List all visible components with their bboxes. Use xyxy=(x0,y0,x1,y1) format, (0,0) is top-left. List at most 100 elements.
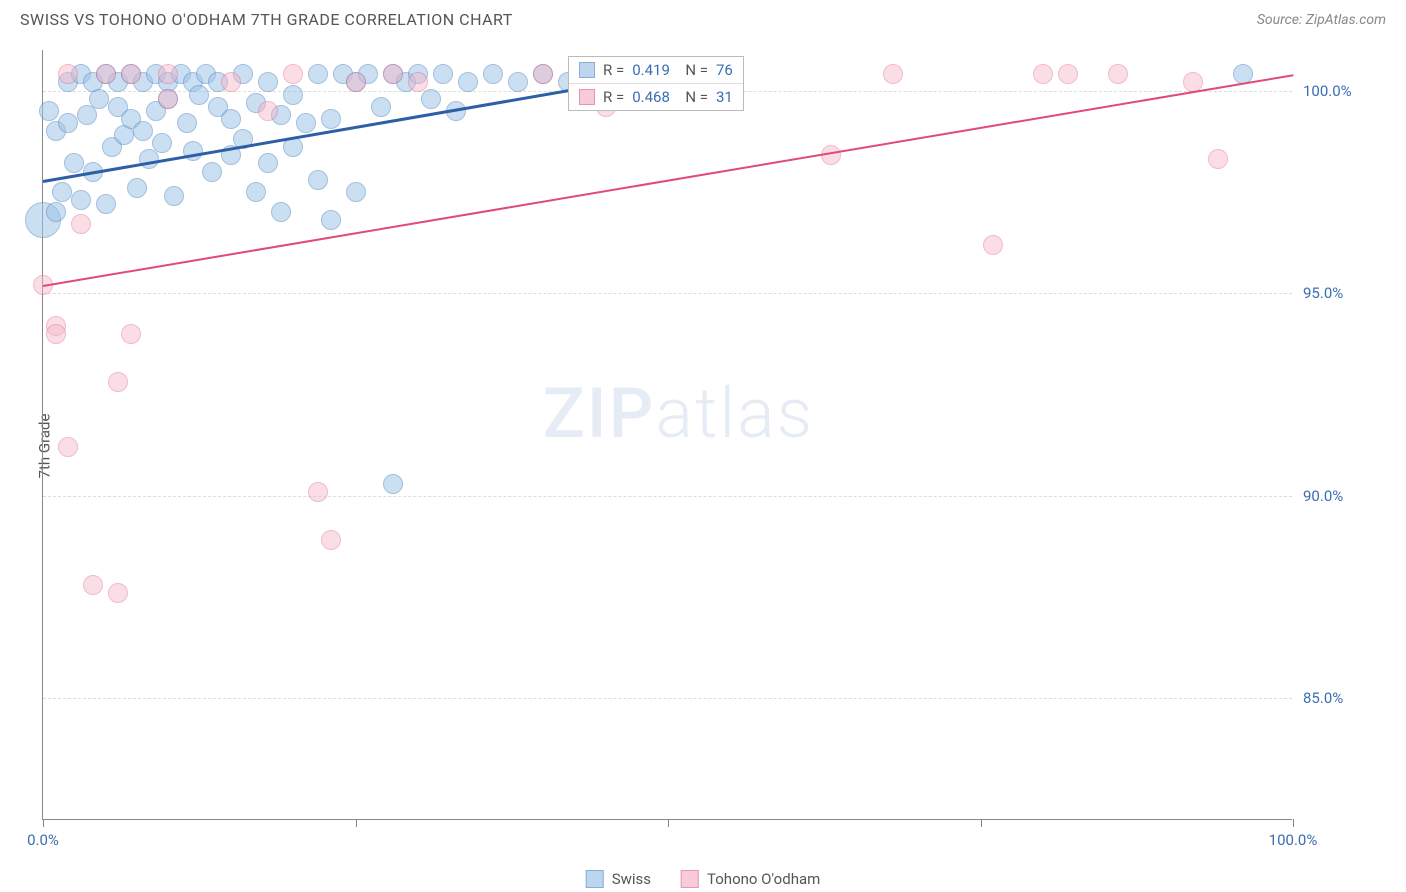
data-point xyxy=(383,474,403,494)
stats-row: R = 0.419 N = 76 xyxy=(569,57,743,84)
data-point xyxy=(96,64,116,84)
gridline xyxy=(43,293,1292,294)
data-point xyxy=(433,64,453,84)
x-tick xyxy=(356,819,357,827)
data-point xyxy=(64,153,84,173)
data-point xyxy=(133,121,153,141)
stat-swatch xyxy=(579,62,595,78)
data-point xyxy=(1033,64,1053,84)
data-point xyxy=(408,72,428,92)
data-point xyxy=(221,109,241,129)
gridline xyxy=(43,698,1292,699)
data-point xyxy=(77,105,97,125)
data-point xyxy=(127,178,147,198)
data-point xyxy=(308,482,328,502)
legend-label: Swiss xyxy=(612,870,651,888)
legend-item: Tohono O'odham xyxy=(681,870,820,888)
data-point xyxy=(89,89,109,109)
data-point xyxy=(1208,149,1228,169)
data-point xyxy=(283,85,303,105)
data-point xyxy=(346,182,366,202)
data-point xyxy=(421,89,441,109)
legend-item: Swiss xyxy=(586,870,651,888)
stat-swatch xyxy=(579,89,595,105)
x-tick xyxy=(1293,819,1294,827)
y-tick-label: 100.0% xyxy=(1303,82,1352,100)
stat-r-value: 0.419 xyxy=(632,61,670,79)
data-point xyxy=(283,64,303,84)
data-point xyxy=(202,162,222,182)
data-point xyxy=(96,194,116,214)
data-point xyxy=(164,186,184,206)
data-point xyxy=(296,113,316,133)
data-point xyxy=(308,170,328,190)
data-point xyxy=(58,113,78,133)
data-point xyxy=(383,64,403,84)
data-point xyxy=(158,64,178,84)
data-point xyxy=(71,214,91,234)
data-point xyxy=(883,64,903,84)
data-point xyxy=(46,324,66,344)
data-point xyxy=(321,530,341,550)
data-point xyxy=(152,133,172,153)
data-point xyxy=(108,583,128,603)
stat-n-value: 31 xyxy=(716,88,733,106)
data-point xyxy=(58,64,78,84)
data-point xyxy=(258,153,278,173)
chart-source: Source: ZipAtlas.com xyxy=(1257,12,1386,28)
data-point xyxy=(346,72,366,92)
data-point xyxy=(177,113,197,133)
x-tick xyxy=(981,819,982,827)
scatter-chart: ZIPatlas 85.0%90.0%95.0%100.0%0.0%100.0%… xyxy=(42,50,1292,820)
stat-r-value: 0.468 xyxy=(632,88,670,106)
chart-title: SWISS VS TOHONO O'ODHAM 7TH GRADE CORREL… xyxy=(20,10,513,29)
watermark: ZIPatlas xyxy=(543,373,815,455)
data-point xyxy=(83,575,103,595)
data-point xyxy=(1108,64,1128,84)
data-point xyxy=(158,89,178,109)
x-tick xyxy=(668,819,669,827)
data-point xyxy=(108,372,128,392)
stat-n-label: N = xyxy=(678,61,708,79)
stats-box: R = 0.419 N = 76R = 0.468 N = 31 xyxy=(568,56,744,111)
data-point xyxy=(1058,64,1078,84)
data-point xyxy=(46,202,66,222)
data-point xyxy=(221,72,241,92)
y-tick-label: 95.0% xyxy=(1303,284,1343,302)
data-point xyxy=(121,64,141,84)
data-point xyxy=(508,72,528,92)
data-point xyxy=(58,437,78,457)
data-point xyxy=(39,101,59,121)
legend-swatch xyxy=(681,870,699,888)
data-point xyxy=(321,210,341,230)
y-tick-label: 90.0% xyxy=(1303,487,1343,505)
data-point xyxy=(983,235,1003,255)
data-point xyxy=(371,97,391,117)
data-point xyxy=(183,141,203,161)
data-point xyxy=(71,190,91,210)
data-point xyxy=(258,72,278,92)
stat-n-label: N = xyxy=(678,88,708,106)
data-point xyxy=(458,72,478,92)
legend-label: Tohono O'odham xyxy=(707,870,820,888)
stats-row: R = 0.468 N = 31 xyxy=(569,84,743,110)
data-point xyxy=(52,182,72,202)
gridline xyxy=(43,496,1292,497)
stat-r-label: R = xyxy=(603,61,624,79)
chart-legend: Swiss Tohono O'odham xyxy=(586,870,821,888)
data-point xyxy=(189,85,209,105)
x-tick xyxy=(43,819,44,827)
x-tick-label: 100.0% xyxy=(1269,831,1318,849)
data-point xyxy=(121,324,141,344)
stat-n-value: 76 xyxy=(716,61,733,79)
chart-header: SWISS VS TOHONO O'ODHAM 7TH GRADE CORREL… xyxy=(0,0,1406,37)
data-point xyxy=(246,182,266,202)
legend-swatch xyxy=(586,870,604,888)
data-point xyxy=(533,64,553,84)
data-point xyxy=(483,64,503,84)
data-point xyxy=(271,202,291,222)
data-point xyxy=(321,109,341,129)
y-tick-label: 85.0% xyxy=(1303,689,1343,707)
data-point xyxy=(308,64,328,84)
stat-r-label: R = xyxy=(603,88,624,106)
